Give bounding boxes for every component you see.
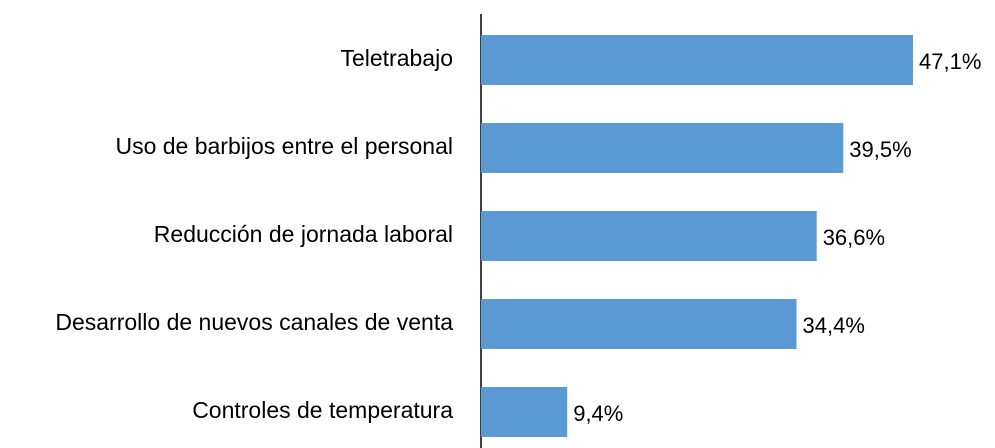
category-label: Desarrollo de nuevos canales de venta xyxy=(55,309,453,335)
category-label: Controles de temperatura xyxy=(192,397,453,423)
bar xyxy=(481,211,817,261)
value-label: 36,6% xyxy=(823,225,885,250)
bar xyxy=(481,123,844,173)
value-label: 47,1% xyxy=(919,49,981,74)
category-label: Teletrabajo xyxy=(340,45,453,71)
value-label: 34,4% xyxy=(803,313,865,338)
bar xyxy=(481,299,797,349)
category-label: Reducción de jornada laboral xyxy=(154,221,453,247)
bar xyxy=(481,35,913,85)
value-label: 39,5% xyxy=(849,137,911,162)
category-label: Uso de barbijos entre el personal xyxy=(115,133,453,159)
bar xyxy=(481,387,568,437)
value-label: 9,4% xyxy=(573,401,623,426)
